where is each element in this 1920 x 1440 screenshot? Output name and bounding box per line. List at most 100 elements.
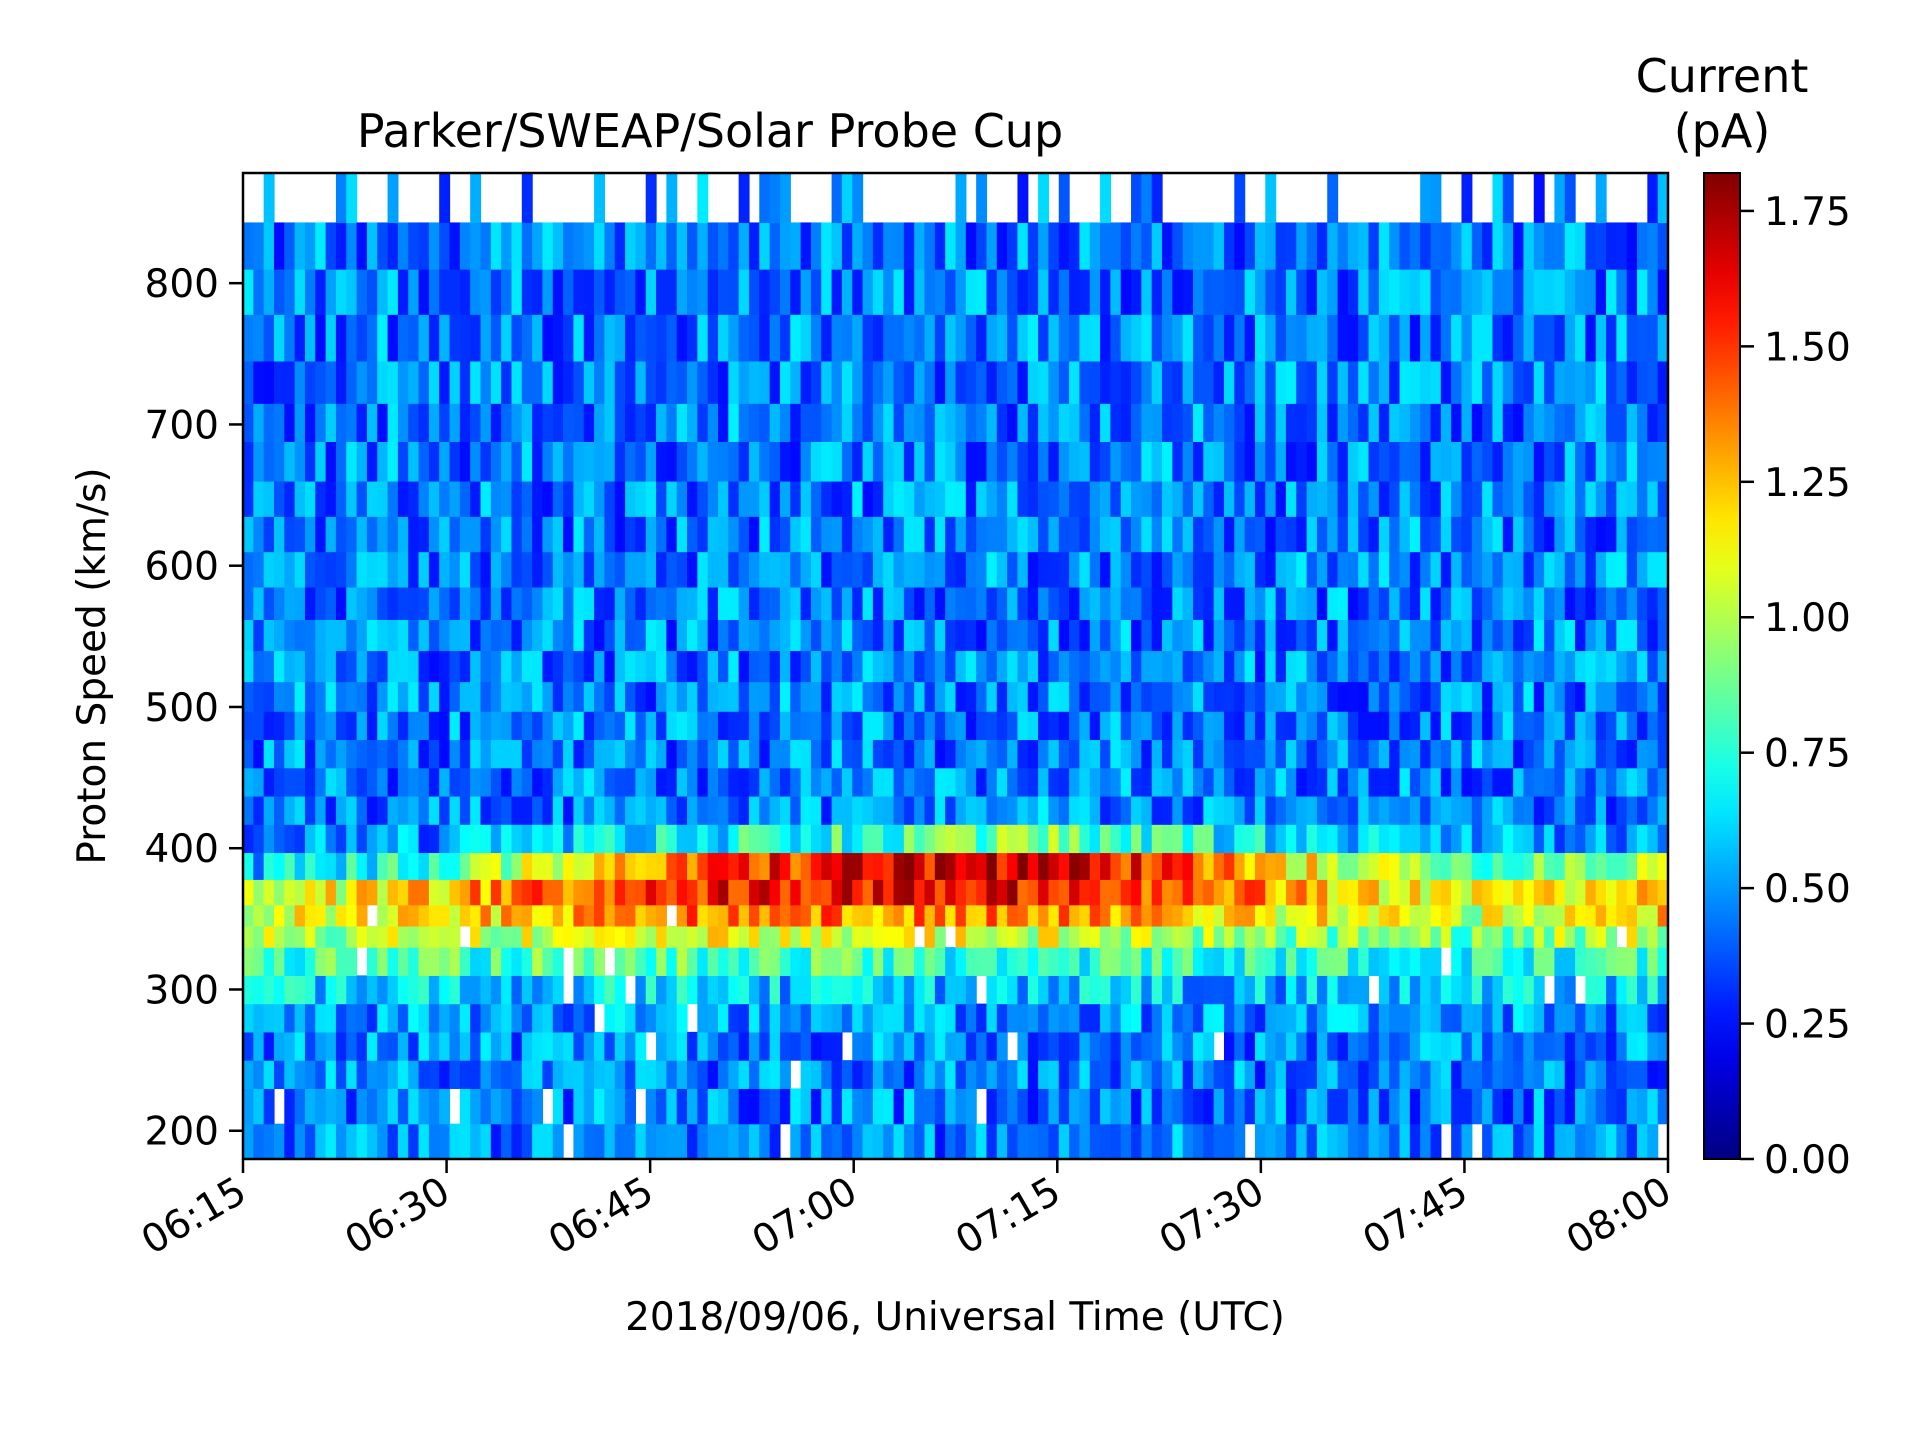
heatmap-cell bbox=[253, 767, 265, 797]
heatmap-cell bbox=[439, 650, 451, 683]
heatmap-cell bbox=[470, 975, 482, 1005]
heatmap-cell bbox=[1089, 1123, 1101, 1160]
heatmap-cell bbox=[934, 1123, 946, 1160]
heatmap-cell bbox=[1492, 1031, 1504, 1061]
heatmap-cell bbox=[1203, 222, 1215, 270]
heatmap-cell bbox=[1234, 173, 1246, 224]
heatmap-cell bbox=[1244, 824, 1256, 854]
heatmap-cell bbox=[1110, 904, 1122, 927]
heatmap-cell bbox=[1234, 314, 1246, 362]
heatmap-cell bbox=[1017, 516, 1029, 553]
heatmap-cell bbox=[687, 852, 698, 880]
heatmap-cell bbox=[1451, 480, 1463, 517]
heatmap-cell bbox=[687, 360, 698, 404]
heatmap-cell bbox=[511, 314, 523, 362]
heatmap-cell bbox=[656, 551, 667, 588]
heatmap-cell bbox=[800, 795, 812, 825]
heatmap-cell bbox=[335, 947, 347, 976]
heatmap-cell bbox=[645, 824, 657, 854]
heatmap-cell bbox=[986, 711, 998, 741]
heatmap-cell bbox=[810, 947, 822, 976]
heatmap-cell bbox=[1285, 480, 1297, 517]
heatmap-cell bbox=[1389, 711, 1401, 741]
heatmap-cell bbox=[635, 947, 647, 976]
heatmap-cell bbox=[759, 403, 771, 442]
heatmap-cell bbox=[366, 1123, 378, 1160]
heatmap-cell bbox=[263, 681, 275, 712]
heatmap-cell bbox=[511, 975, 523, 1005]
heatmap-cell bbox=[356, 824, 368, 854]
heatmap-cell bbox=[676, 314, 688, 362]
heatmap-cell bbox=[315, 1031, 327, 1061]
heatmap-cell bbox=[841, 925, 853, 948]
heatmap-cell bbox=[1223, 681, 1235, 712]
heatmap-cell bbox=[1502, 314, 1514, 362]
heatmap-cell bbox=[408, 1060, 420, 1089]
heatmap-cell bbox=[800, 360, 812, 404]
heatmap-cell bbox=[1626, 711, 1638, 741]
heatmap-cell bbox=[841, 879, 853, 906]
heatmap-cell bbox=[428, 852, 440, 880]
heatmap-cell bbox=[1254, 551, 1266, 588]
heatmap-cell bbox=[1058, 767, 1070, 797]
heatmap-cell bbox=[738, 1060, 750, 1089]
heatmap-cell bbox=[986, 269, 998, 315]
heatmap-cell bbox=[1492, 879, 1504, 906]
heatmap-cell bbox=[1058, 1003, 1070, 1033]
heatmap-cell bbox=[656, 619, 667, 652]
heatmap-cell bbox=[1461, 586, 1473, 620]
heatmap-cell bbox=[1007, 1060, 1019, 1089]
heatmap-cell bbox=[1430, 904, 1442, 927]
heatmap-cell bbox=[1564, 925, 1576, 948]
heatmap-cell bbox=[1358, 650, 1370, 683]
heatmap-cell bbox=[428, 1088, 440, 1125]
heatmap-cell bbox=[779, 879, 791, 906]
heatmap-cell bbox=[965, 480, 977, 517]
heatmap-cell bbox=[1069, 269, 1081, 315]
heatmap-cell bbox=[408, 586, 420, 620]
heatmap-cell bbox=[1513, 269, 1525, 315]
heatmap-cell bbox=[325, 360, 337, 404]
heatmap-cell bbox=[1616, 650, 1628, 683]
heatmap-cell bbox=[1451, 441, 1463, 482]
heatmap-cell bbox=[1482, 619, 1494, 652]
heatmap-cell bbox=[439, 1088, 451, 1125]
heatmap-cell bbox=[1492, 852, 1504, 880]
heatmap-cell bbox=[470, 403, 482, 442]
heatmap-cell bbox=[1533, 1031, 1545, 1061]
heatmap-cell bbox=[439, 441, 451, 482]
heatmap-cell bbox=[418, 650, 430, 683]
heatmap-cell bbox=[996, 975, 1008, 1005]
heatmap-cell bbox=[1316, 1031, 1328, 1061]
heatmap-cell bbox=[356, 904, 368, 927]
heatmap-cell bbox=[253, 1060, 265, 1089]
heatmap-cell bbox=[1399, 947, 1411, 976]
heatmap-cell bbox=[1223, 1060, 1235, 1089]
heatmap-cell bbox=[1038, 360, 1050, 404]
heatmap-cell bbox=[583, 795, 595, 825]
heatmap-cell bbox=[1182, 314, 1194, 362]
heatmap-cell bbox=[273, 925, 285, 948]
heatmap-cell bbox=[1389, 480, 1401, 517]
heatmap-cell bbox=[924, 1088, 936, 1125]
heatmap-cell bbox=[1223, 441, 1235, 482]
heatmap-cell bbox=[872, 403, 884, 442]
heatmap-cell bbox=[501, 1060, 513, 1089]
heatmap-cell bbox=[1502, 1003, 1514, 1033]
heatmap-cell bbox=[1595, 1060, 1607, 1089]
heatmap-cell bbox=[1151, 1088, 1163, 1125]
heatmap-cell bbox=[480, 314, 492, 362]
heatmap-cell bbox=[439, 360, 451, 404]
heatmap-cell bbox=[1513, 403, 1525, 442]
heatmap-cell bbox=[1513, 904, 1525, 927]
heatmap-cell bbox=[1110, 619, 1122, 652]
heatmap-cell bbox=[914, 879, 926, 906]
heatmap-cell bbox=[1100, 1123, 1111, 1160]
heatmap-cell bbox=[346, 1003, 358, 1033]
heatmap-cell bbox=[1048, 711, 1060, 741]
heatmap-cell bbox=[273, 269, 285, 315]
heatmap-cell bbox=[1275, 904, 1287, 927]
heatmap-cell bbox=[1616, 516, 1628, 553]
heatmap-cell bbox=[583, 975, 595, 1005]
heatmap-cell bbox=[748, 925, 760, 948]
